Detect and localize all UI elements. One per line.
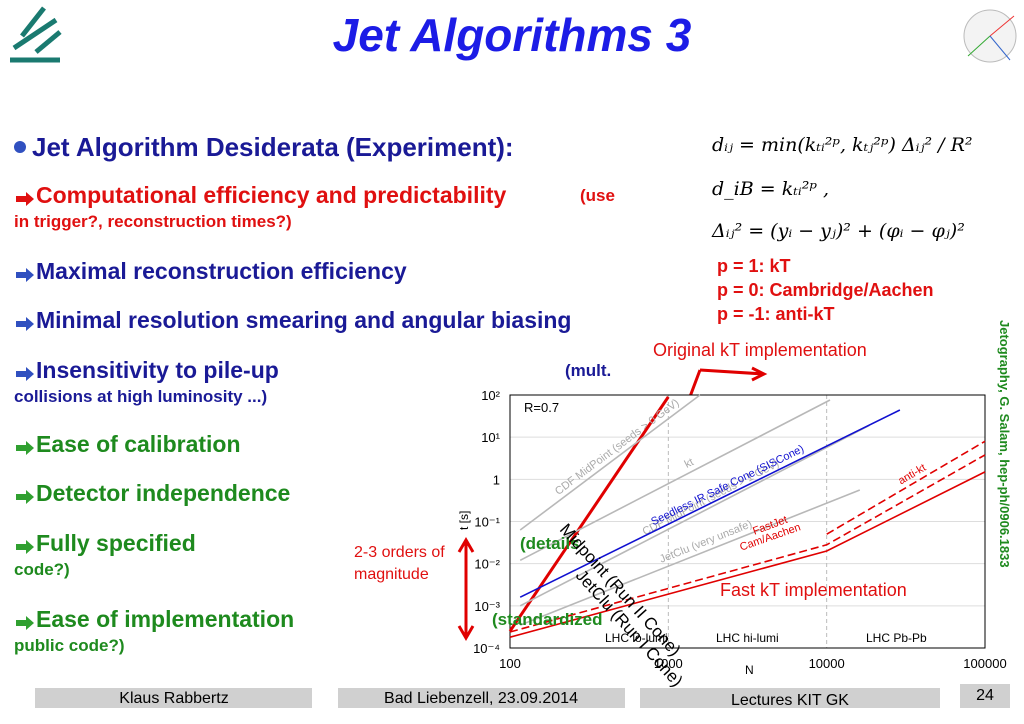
- bullet-icon: [16, 317, 34, 331]
- annotation: magnitude: [354, 566, 429, 583]
- bullet-continuation: collisions at high luminosity ...): [14, 387, 268, 406]
- region-label: LHC lo-lumi: [605, 631, 668, 645]
- bullet-text: Fully specified: [36, 530, 196, 556]
- line: [519, 399, 831, 562]
- bullet-icon: [16, 441, 34, 455]
- bullet-icon: [16, 367, 34, 381]
- region-label: LHC hi-lumi: [716, 631, 779, 645]
- line: [508, 396, 670, 633]
- bullet-continuation: in trigger?, reconstruction times?): [14, 212, 292, 231]
- line: [519, 424, 870, 607]
- footer-bar: [338, 688, 625, 708]
- source: Jetography, G. Salam, hep-ph/0906.1833: [997, 320, 1012, 568]
- bullet-icon: [16, 490, 34, 504]
- bullet-text: Insensitivity to pile-up: [36, 357, 279, 383]
- line: [519, 394, 701, 531]
- bullet-icon: [14, 141, 26, 153]
- bullet-icon: [16, 192, 34, 206]
- y-tick-label: 10⁻¹: [474, 515, 500, 530]
- bullet-text: Maximal reconstruction efficiency: [36, 258, 407, 284]
- bullet-text: Minimal resolution smearing and angular …: [36, 307, 572, 333]
- x-tick-label: 1000: [654, 656, 683, 671]
- x-axis-label: N: [745, 663, 754, 677]
- y-tick-label: 10⁻³: [474, 599, 500, 614]
- p-value: p = 1: kT: [717, 256, 791, 276]
- bullet-note: (use: [580, 186, 615, 205]
- footer-bar: [640, 688, 940, 708]
- annotation: Fast kT implementation: [720, 580, 907, 600]
- bullet-note: (standardized: [492, 610, 603, 629]
- footer-bar: [960, 684, 1010, 708]
- plot-annotation: R=0.7: [524, 400, 559, 415]
- annotation: 2-3 orders of: [354, 544, 445, 561]
- bullet-note: (mult.: [565, 361, 612, 380]
- bullet-note: (details: [520, 534, 580, 553]
- bullet-continuation: code?): [14, 560, 70, 579]
- bullet-text: Ease of implementation: [36, 606, 295, 632]
- line: [509, 454, 986, 633]
- region-label: LHC Pb-Pb: [866, 631, 927, 645]
- y-tick-label: 10⁻⁴: [473, 641, 500, 656]
- bullet-text: Detector independence: [36, 480, 291, 506]
- line: [509, 471, 986, 638]
- y-tick-label: 10¹: [481, 430, 500, 445]
- bullet-continuation: public code?): [14, 636, 125, 655]
- bullet-icon: [16, 616, 34, 630]
- footer-event: Lectures KIT GK: [731, 692, 849, 709]
- bullet-text: Computational efficiency and predictabil…: [36, 182, 507, 208]
- annotation: Original kT implementation: [653, 340, 867, 360]
- p-value: p = 0: Cambridge/Aachen: [717, 280, 934, 300]
- formula: d_iB = kₜᵢ²ᵖ ,: [712, 178, 830, 200]
- heading: Jet Algorithm Desiderata (Experiment):: [32, 132, 514, 162]
- y-tick-label: 10²: [481, 388, 500, 403]
- x-tick-label: 100000: [963, 656, 1006, 671]
- bullet-icon: [16, 268, 34, 282]
- page-number: 24: [976, 687, 994, 704]
- event-logo: [963, 9, 1017, 63]
- kit-logo: [10, 6, 62, 63]
- y-tick-label: 10⁻²: [474, 557, 500, 572]
- formula: dᵢⱼ = min(kₜᵢ²ᵖ, kₜⱼ²ᵖ) Δᵢⱼ² / R²: [712, 134, 973, 156]
- y-axis-label: t [s]: [457, 511, 471, 530]
- formula: Δᵢⱼ² = (yᵢ − yⱼ)² + (φᵢ − φⱼ)²: [712, 220, 965, 242]
- p-value: p = -1: anti-kT: [717, 304, 835, 324]
- plot-frame: [509, 394, 986, 649]
- bullet-icon: [16, 540, 34, 554]
- footer-author: Klaus Rabbertz: [119, 690, 228, 707]
- bullet-text: Ease of calibration: [36, 431, 241, 457]
- footer-place: Bad Liebenzell, 23.09.2014: [384, 690, 578, 707]
- y-tick-label: 1: [493, 472, 500, 487]
- x-tick-label: 10000: [809, 656, 845, 671]
- line: [826, 440, 986, 535]
- title: Jet Algorithms 3: [332, 9, 692, 61]
- line: [519, 489, 861, 626]
- line: [519, 409, 901, 598]
- x-tick-label: 100: [499, 656, 521, 671]
- footer-bar: [35, 688, 312, 708]
